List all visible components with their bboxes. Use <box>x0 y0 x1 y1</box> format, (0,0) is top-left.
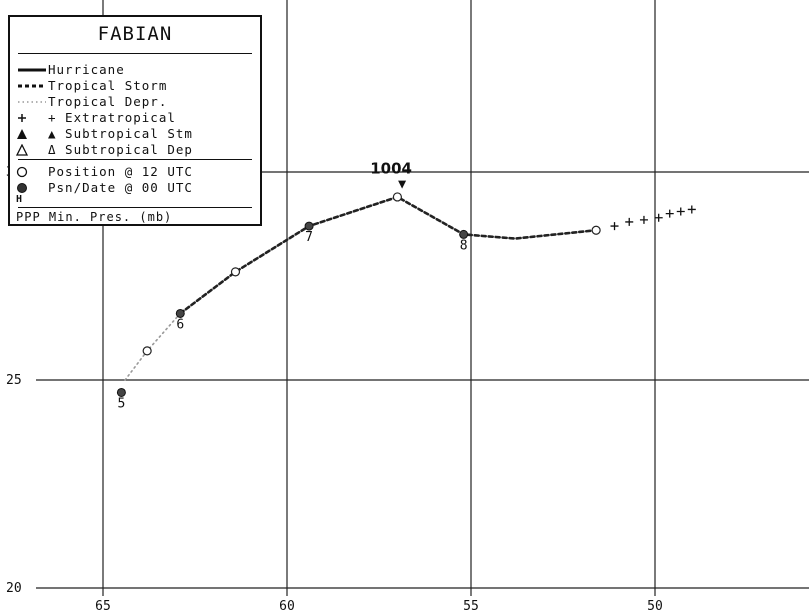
legend-item-tropical-storm: Tropical Storm <box>16 77 167 93</box>
legend-item-tropical-depression: Tropical Depr. <box>16 93 167 109</box>
circle-open-icon <box>16 166 28 177</box>
date-label: 7 <box>305 230 313 245</box>
extratropical-plus-marker <box>639 215 648 224</box>
track-markers: 5 6 7 8 1004 <box>116 160 696 411</box>
track-tropical-depression <box>124 312 182 381</box>
lat-tick-label: 25 <box>6 373 22 388</box>
position-12utc-marker <box>591 225 601 235</box>
position-12utc-marker <box>392 192 402 202</box>
dotted-line-icon <box>18 84 46 87</box>
legend-pressure-note: PPP Min. Pres. (mb) <box>16 210 173 224</box>
legend-item-subtropical-depression: Δ Subtropical Dep <box>16 141 193 157</box>
legend-item-hurricane: Hurricane <box>16 61 125 77</box>
extratropical-plus-marker <box>654 213 663 222</box>
extratropical-plus-marker <box>625 217 634 226</box>
extratropical-plus-marker <box>676 207 685 216</box>
solid-line-icon <box>18 68 46 71</box>
lat-tick-label: 20 <box>6 581 22 596</box>
date-label: 5 <box>117 396 125 411</box>
lon-tick-label: 55 <box>463 599 479 614</box>
legend: FABIAN Hurricane Tropical Storm Tropical… <box>8 15 262 226</box>
hurricane-symbol-icon: H <box>16 194 24 205</box>
extratropical-plus-marker <box>610 222 619 231</box>
position-00utc-marker <box>459 229 469 239</box>
position-12utc-marker <box>230 267 241 277</box>
legend-item-extratropical: + Extratropical <box>16 109 176 125</box>
position-00utc-marker <box>116 387 126 397</box>
legend-item-subtropical-storm: ▲ Subtropical Stm <box>16 125 193 141</box>
position-12utc-marker <box>142 346 152 356</box>
legend-divider <box>18 159 252 160</box>
position-00utc-marker <box>304 221 314 231</box>
legend-item-position-12utc: Position @ 12 UTC <box>16 163 193 179</box>
lon-tick-label: 60 <box>279 599 295 614</box>
position-00utc-marker <box>175 308 185 318</box>
plus-icon <box>18 113 26 122</box>
storm-name: FABIAN <box>97 23 173 45</box>
date-label: 6 <box>176 317 184 332</box>
extratropical-plus-marker <box>665 209 674 218</box>
legend-item-position-00utc: Psn/Date @ 00 UTC <box>16 179 193 195</box>
min-pressure-arrow-icon <box>398 180 407 189</box>
date-label: 8 <box>460 238 468 253</box>
axis-tick-labels: 65605550302520 <box>6 165 663 614</box>
lon-tick-label: 50 <box>647 599 663 614</box>
triangle-open-icon <box>16 143 29 156</box>
min-pressure-label: 1004 <box>370 160 412 178</box>
lon-tick-label: 65 <box>95 599 111 614</box>
legend-divider <box>18 53 252 54</box>
extratropical-plus-marker <box>687 205 696 214</box>
circle-filled-icon <box>17 182 27 193</box>
triangle-filled-icon <box>17 128 27 139</box>
legend-divider <box>18 207 252 208</box>
faint-dotted-line-icon <box>18 100 46 103</box>
